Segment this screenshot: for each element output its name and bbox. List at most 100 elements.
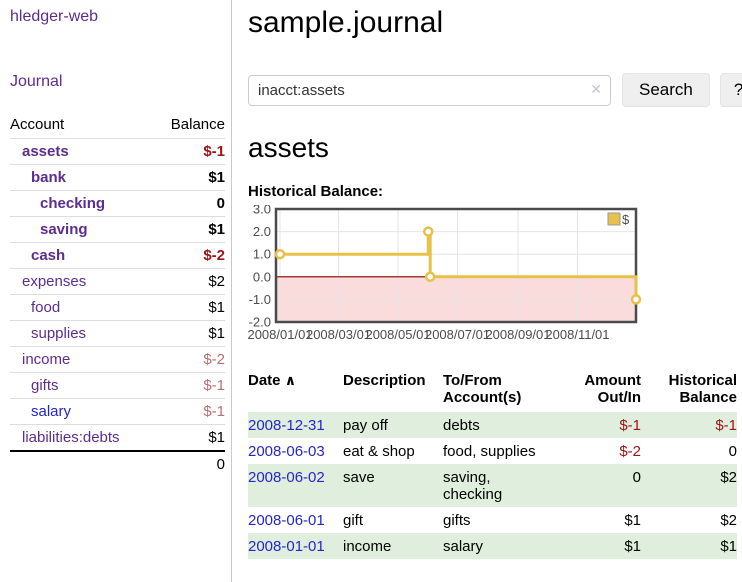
account-row: cash $-2 (10, 243, 225, 269)
transaction-description: pay off (343, 417, 388, 434)
accounts-table: Account Balance assets $-1 bank $1 checking 0… (10, 112, 225, 477)
svg-text:2008/07/01: 2008/07/01 (425, 327, 490, 342)
account-row: bank $1 (10, 165, 225, 191)
register-header-balance: Historical Balance (668, 372, 737, 406)
transaction-accounts: salary (443, 538, 484, 555)
account-balance: 0 (216, 195, 225, 212)
register-header-accounts: To/From Account(s) (443, 372, 522, 406)
svg-text:2008/11/01: 2008/11/01 (545, 327, 609, 342)
accounts-header-account: Account (10, 116, 65, 133)
account-balance: $-1 (203, 143, 225, 160)
svg-text:-2.0: -2.0 (249, 315, 271, 330)
register-table-body: 2008-12-31 pay off debts $-1 $-1 2008-06-03 ea… (248, 412, 737, 559)
chart-title: Historical Balance: (248, 183, 384, 200)
sidebar: hledger-web Journal Account Balance asse… (0, 0, 232, 582)
transaction-date-link[interactable]: 2008-01-01 (248, 538, 325, 555)
transaction-date-link[interactable]: 2008-06-02 (248, 469, 325, 486)
transaction-amount: $1 (624, 512, 641, 529)
transaction-description: save (343, 469, 375, 486)
transaction-accounts: saving, checking (443, 469, 503, 503)
transaction-date-link[interactable]: 2008-06-03 (248, 443, 325, 460)
search-input[interactable] (248, 74, 611, 106)
sidebar-account-link[interactable]: gifts (31, 377, 59, 394)
register-header-row: Date ∧ Description To/From Account(s) Am… (248, 368, 737, 412)
sidebar-account-link[interactable]: checking (40, 195, 106, 212)
accounts-total-balance: 0 (216, 456, 225, 473)
account-row: checking 0 (10, 191, 225, 217)
account-balance: $-1 (203, 377, 225, 394)
accounts-header-balance: Balance (170, 116, 225, 133)
search-button[interactable]: Search (622, 73, 710, 107)
register-header-amount: Amount Out/In (584, 372, 641, 406)
transaction-row: 2008-12-31 pay off debts $-1 $-1 (248, 412, 737, 438)
transaction-balance: 0 (728, 443, 737, 460)
transaction-accounts: gifts (443, 512, 471, 529)
transaction-row: 2008-06-03 eat & shop food, supplies $-2 0 (248, 438, 737, 464)
account-balance: $-1 (203, 403, 225, 420)
svg-text:2.0: 2.0 (253, 224, 271, 239)
account-balance: $-2 (203, 351, 225, 368)
register-header-date[interactable]: Date ∧ (248, 372, 297, 389)
account-balance: $1 (208, 221, 225, 238)
transaction-description: eat & shop (343, 443, 415, 460)
transaction-row: 2008-01-01 income salary $1 $1 (248, 533, 737, 559)
transaction-row: 2008-06-01 gift gifts $1 $2 (248, 507, 737, 533)
main-content: sample.journal ✕ Search ? assets Histori… (232, 0, 742, 582)
transaction-date-link[interactable]: 2008-06-01 (248, 512, 325, 529)
account-balance: $1 (208, 169, 225, 186)
account-row: food $1 (10, 295, 225, 321)
sort-asc-icon: ∧ (284, 372, 297, 388)
sidebar-item-journal[interactable]: Journal (10, 73, 63, 90)
svg-text:0.0: 0.0 (253, 269, 271, 284)
account-row: assets $-1 (10, 139, 225, 165)
transaction-amount: 0 (632, 469, 641, 486)
search-form: ✕ Search ? (248, 73, 742, 107)
accounts-table-body: assets $-1 bank $1 checking 0 saving $1 cash $-2 e… (10, 139, 225, 451)
transaction-description: gift (343, 512, 364, 529)
register-table: Date ∧ Description To/From Account(s) Am… (248, 368, 737, 559)
svg-text:2008/05/01: 2008/05/01 (365, 327, 430, 342)
account-row: gifts $-1 (10, 373, 225, 399)
sidebar-account-link[interactable]: liabilities:debts (22, 429, 120, 446)
sidebar-account-link[interactable]: expenses (22, 273, 87, 290)
accounts-total-row: 0 (10, 451, 225, 477)
sidebar-account-link[interactable]: saving (40, 221, 88, 238)
transaction-amount: $-1 (619, 417, 641, 434)
legend-swatch (607, 212, 621, 226)
transaction-amount: $-2 (619, 443, 641, 460)
transaction-balance: $2 (720, 469, 737, 486)
clear-search-icon[interactable]: ✕ (590, 80, 602, 97)
transaction-amount: $1 (624, 538, 641, 555)
account-balance: $1 (208, 325, 225, 342)
search-input-wrapper: ✕ (248, 74, 611, 106)
app-title-link[interactable]: hledger-web (10, 8, 99, 25)
account-row: expenses $2 (10, 269, 225, 295)
register-header-description: Description (343, 372, 426, 389)
sidebar-account-link[interactable]: assets (22, 143, 69, 160)
svg-text:2008/09/01: 2008/09/01 (485, 327, 550, 342)
sidebar-account-link[interactable]: bank (31, 169, 67, 186)
legend-label: $ (622, 212, 630, 227)
account-row: income $-2 (10, 347, 225, 373)
sidebar-account-link[interactable]: income (22, 351, 71, 368)
transaction-date-link[interactable]: 2008-12-31 (248, 417, 325, 434)
account-row: supplies $1 (10, 321, 225, 347)
sidebar-account-link[interactable]: salary (31, 403, 72, 420)
svg-text:1.0: 1.0 (253, 247, 271, 262)
historical-balance-chart[interactable]: 3.0 2.0 1.0 0.0 -1.0 -2.02008/01/012008/03/01… (248, 205, 646, 347)
sidebar-account-link[interactable]: food (31, 299, 61, 316)
transaction-accounts: debts (443, 417, 480, 434)
account-row: liabilities:debts $1 (10, 425, 225, 451)
transaction-accounts: food, supplies (443, 443, 536, 460)
account-balance: $1 (208, 429, 225, 446)
svg-text:-1.0: -1.0 (249, 292, 271, 307)
transaction-balance: $1 (720, 538, 737, 555)
svg-text:3.0: 3.0 (253, 205, 271, 217)
sidebar-account-link[interactable]: cash (31, 247, 66, 264)
account-row: saving $1 (10, 217, 225, 243)
sidebar-account-link[interactable]: supplies (31, 325, 87, 342)
help-button[interactable]: ? (719, 73, 742, 107)
page-title: sample.journal (248, 6, 444, 39)
svg-text:2008/01/01: 2008/01/01 (248, 327, 313, 342)
account-heading: assets (248, 132, 329, 163)
